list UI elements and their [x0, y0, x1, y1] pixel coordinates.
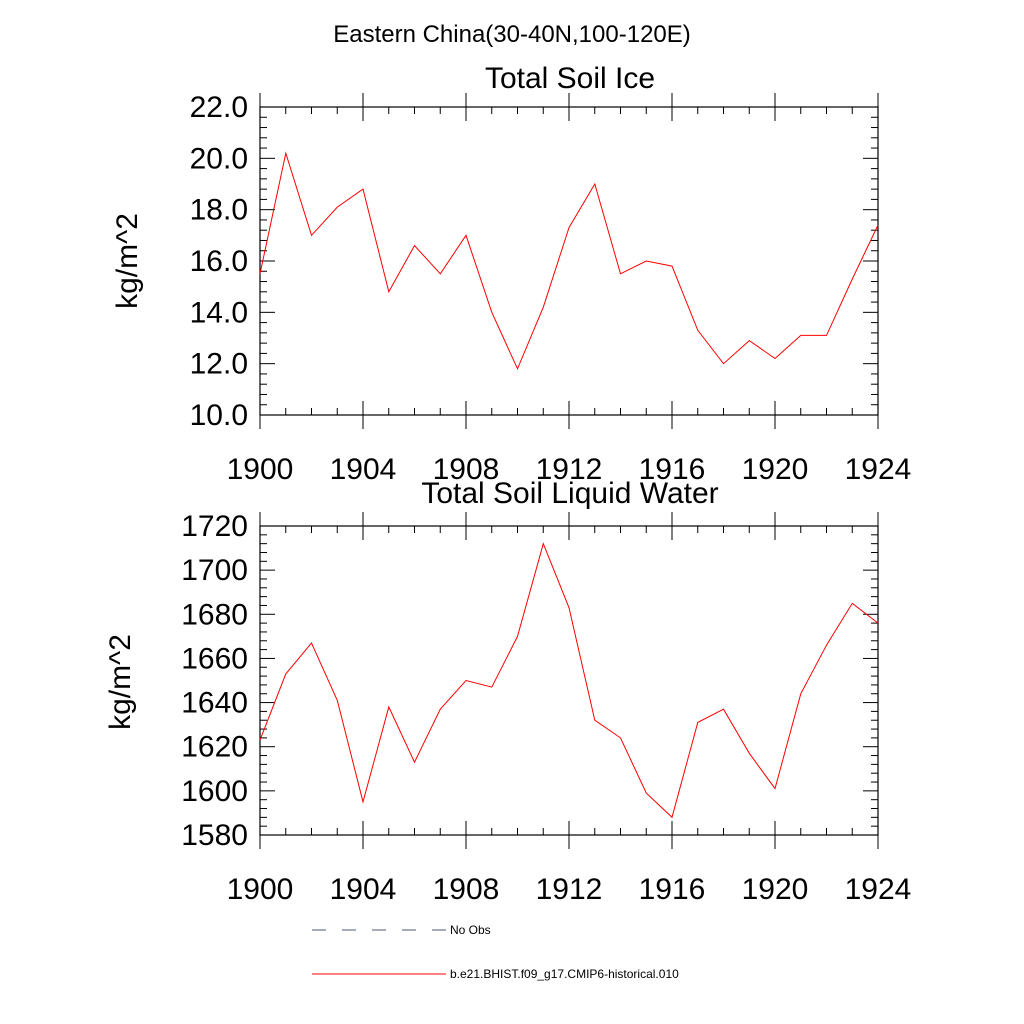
y-tick-label: 14.0 — [190, 296, 248, 329]
y-tick-label: 16.0 — [190, 245, 248, 278]
x-tick-label: 1924 — [845, 453, 912, 486]
y-tick-label: 1680 — [181, 598, 248, 631]
x-tick-label: 1912 — [536, 453, 603, 486]
series-line — [259, 542, 879, 819]
x-tick-label: 1920 — [742, 873, 809, 906]
panel-title: Total Soil Liquid Water — [421, 477, 718, 510]
y-tick-label: 12.0 — [190, 348, 248, 381]
x-tick-label: 1916 — [639, 873, 706, 906]
y-tick-label: 18.0 — [190, 194, 248, 227]
y-tick-label: 1640 — [181, 687, 248, 720]
x-tick-label: 1904 — [330, 453, 397, 486]
y-tick-label: 10.0 — [190, 399, 248, 432]
y-tick-label: 1660 — [181, 642, 248, 675]
figure-title: Eastern China(30-40N,100-120E) — [333, 21, 691, 48]
y-tick-label: 1600 — [181, 775, 248, 808]
panel-total-soil-ice: Total Soil Ice kg/m^2 1900 1904 1908 1912 19… — [111, 62, 911, 486]
x-tick-label: 1900 — [227, 873, 294, 906]
x-tick-label: 1904 — [330, 873, 397, 906]
legend-label-model-run: b.e21.BHIST.f09_g17.CMIP6-historical.010 — [450, 967, 679, 981]
legend-label-no-obs: No Obs — [450, 923, 491, 937]
x-tick-label: 1908 — [433, 873, 500, 906]
plot-frame — [259, 106, 879, 416]
y-axis-label: kg/m^2 — [111, 213, 144, 309]
y-axis-label: kg/m^2 — [104, 634, 137, 730]
y-tick-label: 1700 — [181, 554, 248, 587]
y-tick-label: 22.0 — [190, 91, 248, 124]
y-tick-label: 1620 — [181, 731, 248, 764]
x-tick-label: 1912 — [536, 873, 603, 906]
y-tick-label: 1580 — [181, 819, 248, 852]
x-tick-label: 1920 — [742, 453, 809, 486]
series-line — [259, 151, 879, 371]
x-tick-label: 1916 — [639, 453, 706, 486]
plot-area: 1900 1904 1908 1912 1916 1920 1924 10.0 12.0 14.0… — [190, 91, 912, 486]
x-tick-label: 1908 — [433, 453, 500, 486]
plot-area: 1900 1904 1908 1912 1916 1920 1924 1580 1600 1620… — [181, 510, 911, 906]
panel-title: Total Soil Ice — [485, 62, 655, 95]
y-tick-label: 20.0 — [190, 142, 248, 175]
legend: No Obs b.e21.BHIST.f09_g17.CMIP6-histori… — [312, 923, 679, 981]
x-tick-label: 1924 — [845, 873, 912, 906]
y-tick-label: 1720 — [181, 510, 248, 543]
x-tick-label: 1900 — [227, 453, 294, 486]
panel-total-soil-liquid-water: Total Soil Liquid Water kg/m^2 1900 1904 1… — [104, 477, 911, 906]
plot-frame — [259, 525, 879, 836]
